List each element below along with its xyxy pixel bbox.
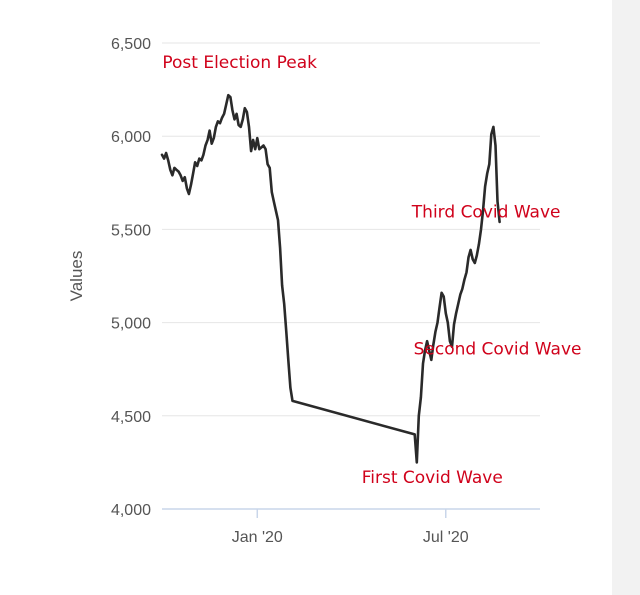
annotation-label: First Covid Wave (362, 468, 503, 488)
x-tick-label: Jul '20 (423, 529, 469, 546)
x-axis: Jan '20 Jul '20 (232, 509, 469, 546)
annotation-label: Third Covid Wave (411, 202, 561, 222)
y-axis: 4,000 4,500 5,000 5,500 6,000 6,500 (111, 36, 151, 519)
annotation-label: Second Covid Wave (414, 339, 582, 359)
y-tick-label: 6,000 (111, 129, 151, 146)
y-tick-label: 5,000 (111, 316, 151, 333)
y-tick-label: 6,500 (111, 36, 151, 53)
y-tick-label: 4,000 (111, 502, 151, 519)
y-axis-title: Values (67, 251, 86, 302)
x-tick-label: Jan '20 (232, 529, 283, 546)
side-panel (612, 0, 640, 595)
annotations: Post Election Peak Third Covid Wave Second… (162, 53, 581, 488)
y-tick-label: 5,500 (111, 222, 151, 239)
series-group (160, 93, 501, 464)
y-tick-label: 4,500 (111, 409, 151, 426)
gridlines (162, 42, 540, 510)
series-line (160, 93, 501, 464)
annotation-label: Post Election Peak (162, 53, 317, 73)
